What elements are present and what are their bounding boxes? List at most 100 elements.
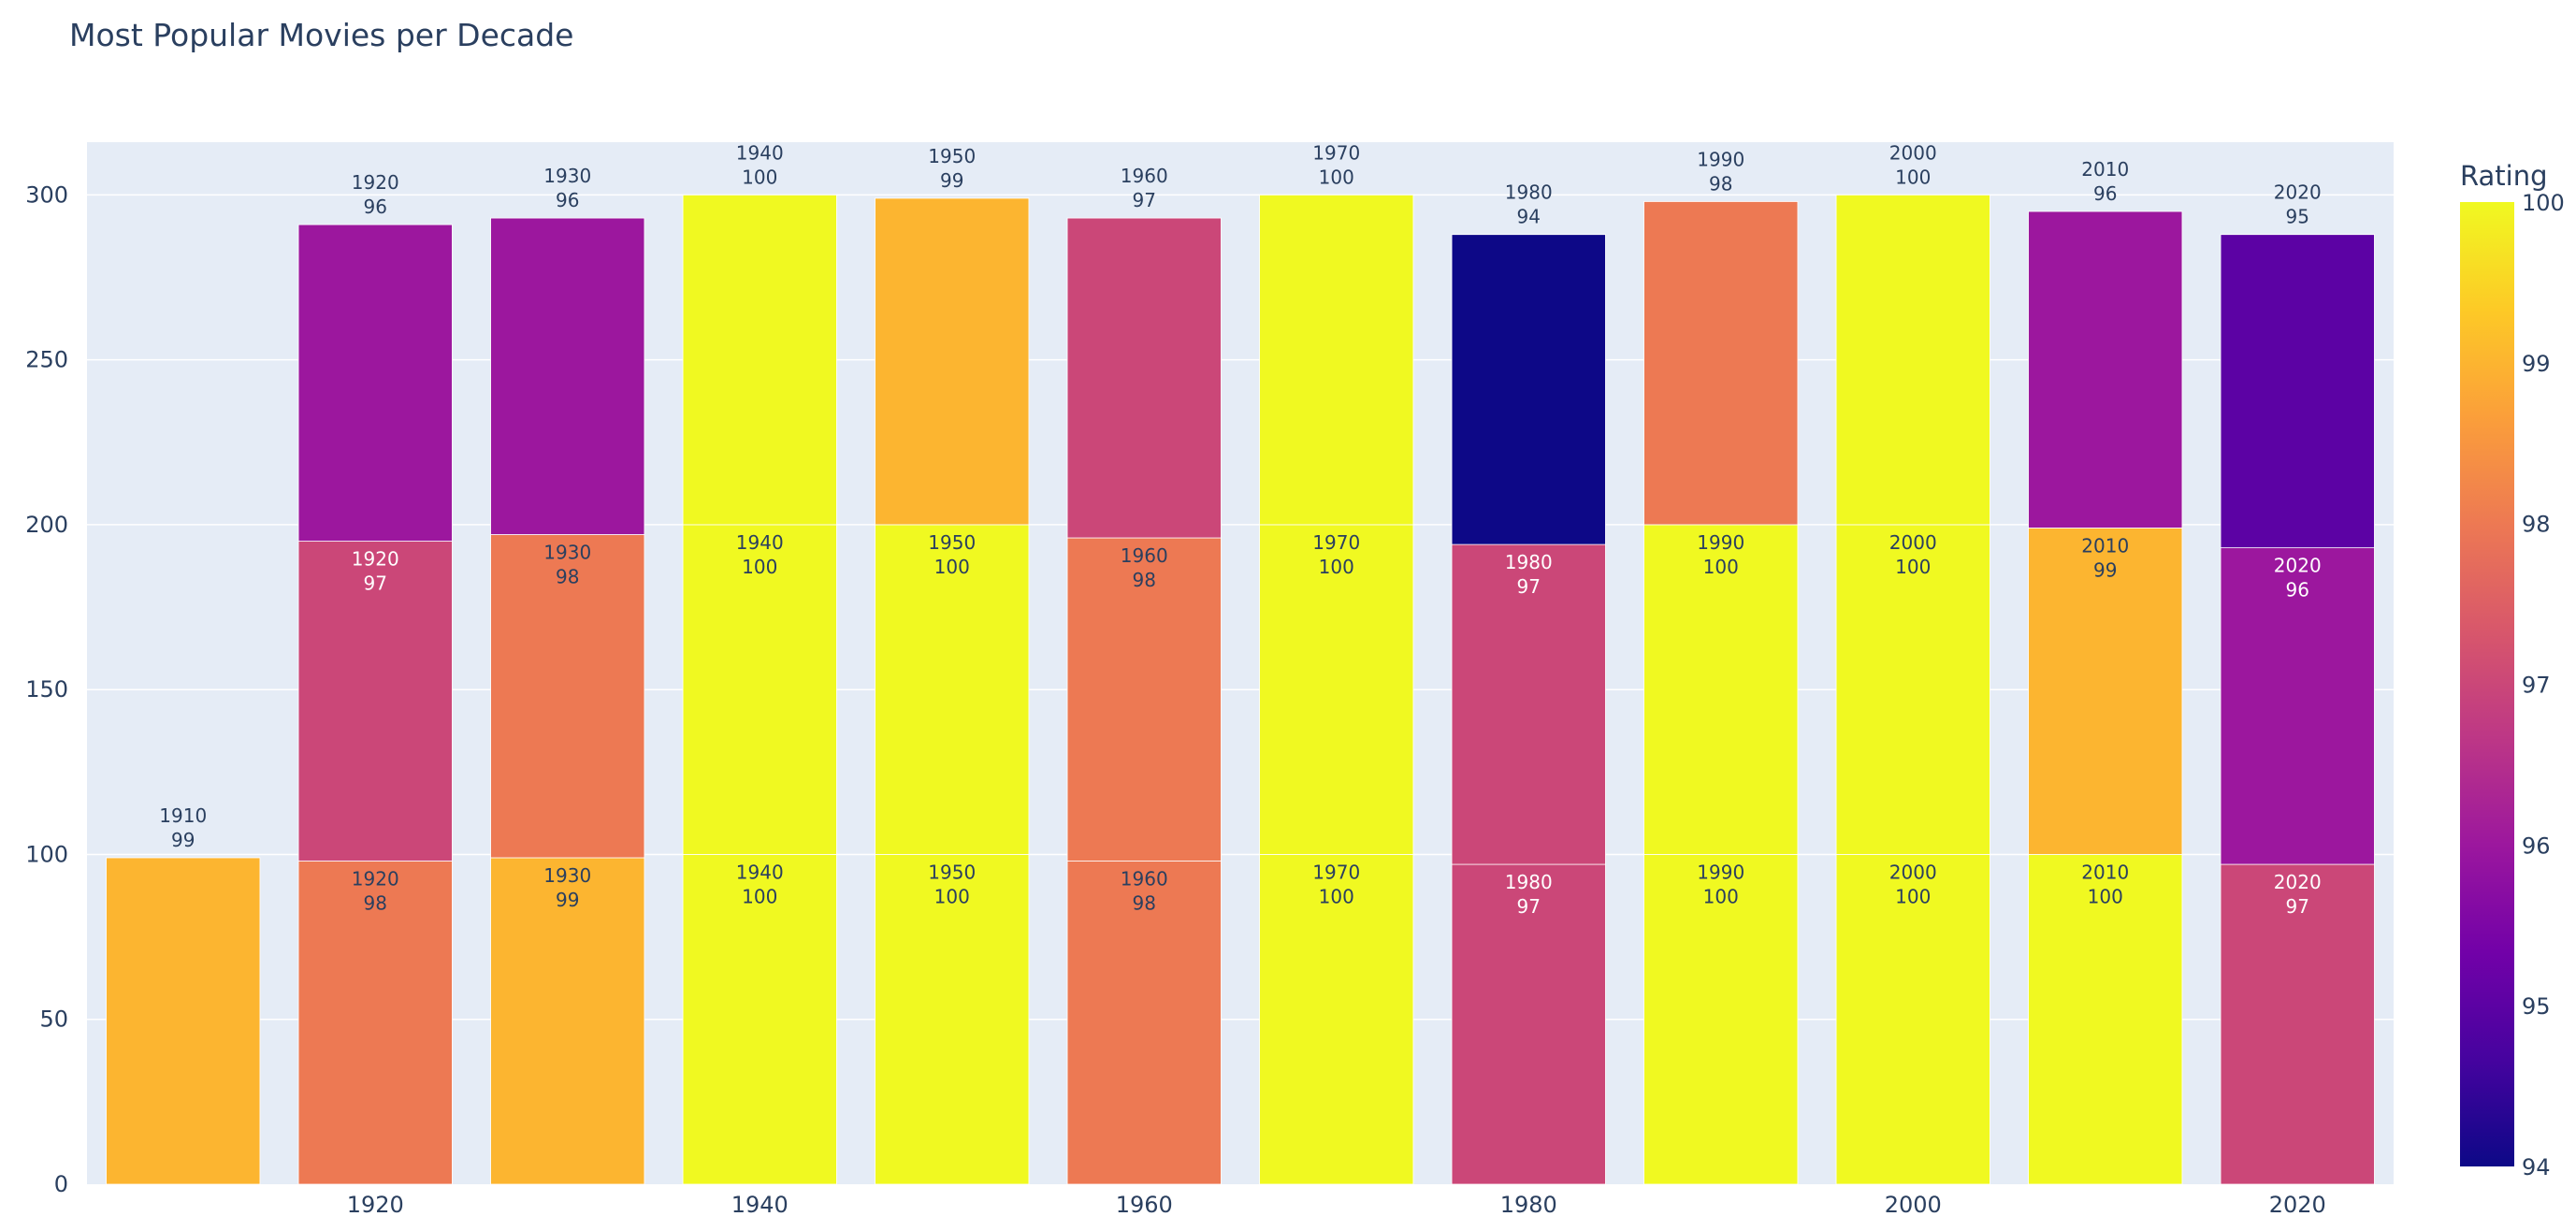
bar-segment[interactable] [2028, 528, 2183, 855]
bar-segment[interactable] [1451, 543, 1606, 865]
bar-segment[interactable] [2028, 210, 2183, 529]
bar-label-rating: 100 [1895, 166, 1931, 188]
bar-label-decade: 1960 [1121, 165, 1168, 187]
bar-segment[interactable] [106, 857, 261, 1185]
bar-label-decade: 1950 [928, 145, 976, 167]
bar-label-decade: 1940 [736, 531, 784, 554]
bar-segment[interactable] [875, 854, 1030, 1185]
bar-label-decade: 1970 [1312, 531, 1360, 554]
bar-label-rating: 99 [171, 829, 195, 851]
bar-segment[interactable] [2220, 863, 2375, 1185]
x-tick-label: 1940 [731, 1192, 789, 1218]
bar-segment[interactable] [1451, 234, 1606, 545]
y-tick-label: 200 [25, 512, 68, 538]
bar-label-decade: 1920 [352, 868, 399, 891]
bar-label-rating: 98 [1709, 172, 1732, 195]
bar-segment[interactable] [682, 854, 837, 1185]
bar-label-rating: 96 [2093, 182, 2117, 205]
bar-segment[interactable] [490, 534, 645, 859]
y-tick-label: 50 [39, 1007, 68, 1033]
bar-label-decade: 2010 [2081, 861, 2129, 883]
bar-label-decade: 2000 [1889, 861, 1937, 883]
bar-label-decade: 1940 [736, 861, 784, 883]
bar-label-decade: 1930 [543, 542, 591, 564]
bar-label-decade: 2020 [2274, 555, 2322, 577]
bar-label-rating: 98 [1133, 569, 1156, 591]
bar-label-decade: 2010 [2081, 534, 2129, 557]
bar-segment[interactable] [2220, 547, 2375, 865]
bar-segment[interactable] [682, 524, 837, 855]
bar-segment[interactable] [682, 195, 837, 526]
bar-label-decade: 1990 [1697, 148, 1744, 170]
x-tick-label: 2000 [1885, 1192, 1942, 1218]
x-tick-label: 1960 [1116, 1192, 1173, 1218]
bar-segment[interactable] [1259, 854, 1414, 1185]
x-tick-label: 1980 [1500, 1192, 1557, 1218]
bar-label-rating: 100 [2088, 885, 2123, 907]
bar-segment[interactable] [2220, 234, 2375, 549]
bar-label-rating: 97 [364, 572, 387, 595]
colorbar-tick-label: 97 [2522, 673, 2551, 699]
bar-label-decade: 1980 [1505, 181, 1553, 204]
bar-label-decade: 1960 [1121, 868, 1168, 891]
bar-label-rating: 95 [2286, 206, 2309, 228]
bar-label-rating: 97 [2286, 895, 2309, 918]
colorbar-tick-label: 99 [2522, 351, 2551, 377]
x-tick-label: 2020 [2269, 1192, 2326, 1218]
bar-label-rating: 100 [1895, 556, 1931, 578]
bar-label-rating: 100 [934, 556, 970, 578]
colorbar-tick-label: 100 [2522, 190, 2565, 216]
bar-label-rating: 100 [742, 885, 777, 907]
colorbar [2460, 202, 2514, 1166]
bar-label-decade: 1960 [1121, 544, 1168, 567]
colorbar-title: Rating [2460, 160, 2548, 192]
bar-label-rating: 99 [940, 169, 963, 192]
bar-label-rating: 100 [742, 166, 777, 188]
bar-segment[interactable] [1066, 537, 1222, 862]
bar-segment[interactable] [297, 861, 453, 1185]
bar-label-rating: 100 [1703, 556, 1739, 578]
bar-segment[interactable] [1259, 195, 1414, 526]
bar-segment[interactable] [1835, 854, 1990, 1185]
bar-label-decade: 2020 [2274, 871, 2322, 893]
bar-label-rating: 98 [364, 892, 387, 915]
bar-label-rating: 100 [1319, 885, 1354, 907]
bar-label-rating: 96 [2286, 579, 2309, 601]
colorbar-tick-label: 96 [2522, 833, 2551, 859]
bar-segment[interactable] [1643, 854, 1799, 1185]
bar-segment[interactable] [1835, 524, 1990, 855]
colorbar-tick-label: 94 [2522, 1154, 2551, 1180]
bar-label-rating: 100 [934, 885, 970, 907]
bar-label-rating: 99 [556, 889, 579, 911]
bar-segment[interactable] [1259, 524, 1414, 855]
bar-segment[interactable] [875, 524, 1030, 855]
bar-label-decade: 1920 [352, 171, 399, 194]
bar-label-decade: 1950 [928, 861, 976, 883]
bar-label-rating: 96 [364, 196, 387, 218]
bar-segment[interactable] [297, 224, 453, 542]
bar-label-decade: 1970 [1312, 861, 1360, 883]
x-tick-label: 1920 [347, 1192, 404, 1218]
bar-label-decade: 1940 [736, 141, 784, 164]
bar-segment[interactable] [490, 217, 645, 535]
bar-segment[interactable] [1451, 863, 1606, 1185]
bar-label-decade: 2020 [2274, 181, 2322, 204]
bar-label-decade: 1970 [1312, 141, 1360, 164]
bar-label-decade: 1930 [543, 165, 591, 187]
bar-segment[interactable] [297, 541, 453, 862]
chart-title: Most Popular Movies per Decade [69, 17, 574, 53]
bar-segment[interactable] [875, 197, 1030, 526]
bar-segment[interactable] [2028, 854, 2183, 1185]
bar-segment[interactable] [1066, 217, 1222, 539]
bar-label-rating: 100 [1319, 556, 1354, 578]
bar-segment[interactable] [1643, 201, 1799, 526]
bar-segment[interactable] [1643, 524, 1799, 855]
colorbar-tick-label: 98 [2522, 512, 2551, 538]
y-tick-label: 100 [25, 841, 68, 867]
bar-label-rating: 96 [556, 189, 579, 211]
bar-label-decade: 1980 [1505, 551, 1553, 573]
bar-label-decade: 2010 [2081, 158, 2129, 181]
bar-label-decade: 1990 [1697, 861, 1744, 883]
bar-segment[interactable] [1835, 195, 1990, 526]
